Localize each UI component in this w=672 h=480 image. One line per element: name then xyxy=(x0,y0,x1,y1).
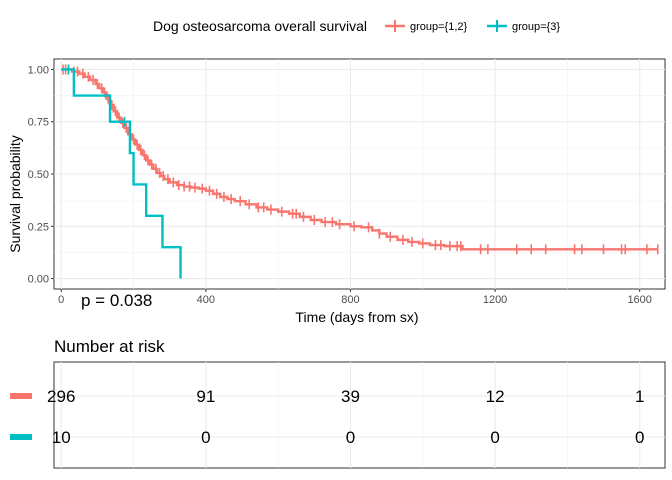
y-axis: 0.00 0.25 0.50 0.75 1.00 xyxy=(28,64,54,286)
x-tick-label: 1200 xyxy=(483,294,507,306)
x-tick-label: 1600 xyxy=(627,294,651,306)
risk-cell: 0 xyxy=(346,428,355,447)
risk-table-panel xyxy=(53,361,666,469)
legend-entry-1: group={1,2} xyxy=(385,20,468,33)
legend: Dog osteosarcoma overall survival group=… xyxy=(153,18,560,34)
risk-cell: 12 xyxy=(486,387,505,406)
risk-table-grid xyxy=(54,362,665,468)
y-axis-label: Survival probability xyxy=(7,135,23,253)
x-tick-label: 800 xyxy=(341,294,359,306)
survival-curve-2 xyxy=(61,68,182,279)
x-axis-label: Time (days from sx) xyxy=(295,309,418,325)
risk-cell: 91 xyxy=(196,387,215,406)
risk-cell: 296 xyxy=(47,387,75,406)
legend-title: Dog osteosarcoma overall survival xyxy=(153,18,367,34)
risk-cell: 0 xyxy=(490,428,499,447)
legend-label-2: group={3} xyxy=(512,21,560,33)
risk-row-key-1 xyxy=(10,393,32,399)
risk-cell: 0 xyxy=(201,428,210,447)
risk-table-cells: 296 91 39 12 1 10 0 0 0 0 xyxy=(47,387,644,447)
risk-row-key-2 xyxy=(10,434,32,440)
risk-cell: 39 xyxy=(341,387,360,406)
risk-table-title: Number at risk xyxy=(54,337,165,356)
y-tick-label: 0.75 xyxy=(28,117,49,129)
risk-cell: 0 xyxy=(635,428,644,447)
y-tick-label: 0.50 xyxy=(28,169,49,181)
y-tick-label: 0.25 xyxy=(28,221,49,233)
x-tick-label: 400 xyxy=(197,294,215,306)
risk-cell: 1 xyxy=(635,387,644,406)
plot-area: 0 400 800 1200 1600 0.00 0.25 0.50 0.75 1.00 p =… xyxy=(28,58,666,310)
p-value-annotation: p = 0.038 xyxy=(81,291,152,310)
x-axis: 0 400 800 1200 1600 xyxy=(58,289,652,306)
y-tick-label: 0.00 xyxy=(28,274,49,286)
risk-table: Number at risk 296 91 39 12 1 10 0 0 0 0 xyxy=(10,337,666,469)
legend-entry-2: group={3} xyxy=(487,20,560,33)
curves xyxy=(61,64,659,279)
x-tick-label: 0 xyxy=(58,294,64,306)
legend-label-1: group={1,2} xyxy=(410,21,468,33)
y-tick-label: 1.00 xyxy=(28,64,49,76)
risk-cell: 10 xyxy=(52,428,71,447)
